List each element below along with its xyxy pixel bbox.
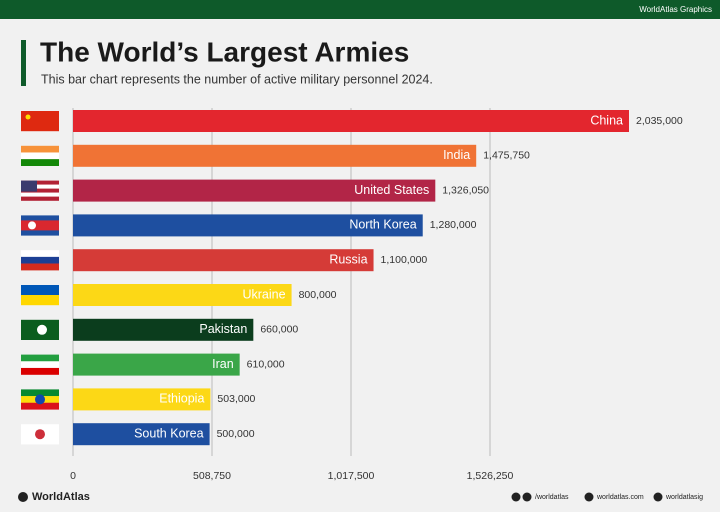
flag-stripe: [21, 159, 59, 166]
x-tick-label: 1,017,500: [328, 470, 375, 482]
flag-emblem: [35, 394, 45, 405]
value-label: 660,000: [260, 324, 298, 336]
bar-category-label: India: [443, 148, 470, 162]
flag-stripe: [21, 354, 59, 362]
footer-logo: WorldAtlas: [32, 491, 90, 503]
flag-stripe: [21, 361, 59, 369]
flag-stripe: [21, 402, 59, 410]
bar-category-label: Ukraine: [242, 287, 285, 301]
flag-stripe: [21, 263, 59, 271]
bar: [73, 353, 240, 376]
flag-stripe: [21, 225, 59, 231]
flag-stripe: [21, 220, 59, 226]
flag-stripe: [21, 215, 59, 221]
bar-category-label: Ethiopia: [159, 392, 204, 406]
social-icon: [511, 492, 521, 502]
footer-facebook: /worldatlas: [535, 494, 569, 501]
bar: [73, 144, 477, 167]
bar: [73, 179, 436, 202]
value-label: 610,000: [247, 358, 285, 370]
bar-category-label: Pakistan: [199, 322, 247, 336]
footer-instagram: worldatlasig: [665, 494, 703, 501]
value-label: 1,326,050: [442, 184, 489, 196]
flag-stripe: [21, 152, 59, 160]
value-label: 1,280,000: [430, 219, 477, 231]
bar: [73, 318, 254, 341]
bar: [73, 388, 211, 411]
flag-stripe: [21, 250, 59, 258]
bar: [73, 214, 423, 237]
flag-stripe: [21, 285, 59, 296]
value-label: 2,035,000: [636, 115, 683, 127]
bar-category-label: South Korea: [134, 426, 204, 440]
flag-stripe: [21, 184, 59, 189]
bar: [73, 110, 629, 132]
flag-emblem: [28, 221, 36, 230]
bar-category-label: China: [590, 113, 623, 127]
bar: [73, 423, 210, 446]
flag-stripe: [21, 188, 59, 193]
flag-stripe: [21, 295, 59, 306]
bar-category-label: Russia: [329, 252, 367, 266]
flag-star: [25, 114, 31, 120]
flag-canton: [21, 180, 37, 192]
value-label: 800,000: [299, 289, 337, 301]
flag-stripe: [21, 145, 59, 153]
chart-title: The World’s Largest Armies: [40, 36, 409, 67]
flag-stripe: [21, 256, 59, 264]
bar-category-label: North Korea: [349, 218, 416, 232]
web-icon: [584, 492, 594, 502]
value-label: 1,100,000: [381, 254, 428, 266]
chart-subtitle: This bar chart represents the number of …: [41, 72, 433, 86]
value-label: 1,475,750: [483, 150, 530, 162]
flag-stripe: [21, 111, 59, 132]
logo-icon: [18, 492, 28, 502]
bar: [73, 249, 374, 272]
header-bar: [0, 0, 720, 19]
title-accent: [21, 40, 26, 86]
flag-emblem: [35, 429, 45, 440]
flag-stripe: [21, 180, 59, 185]
flag-stripe: [21, 196, 59, 201]
social-icon: [522, 492, 532, 502]
bar: [73, 284, 292, 306]
footer-website: worldatlas.com: [596, 494, 644, 501]
brand: WorldAtlas Graphics: [639, 5, 712, 14]
x-tick-label: 0: [70, 470, 76, 482]
flag-stripe: [21, 192, 59, 197]
instagram-icon: [653, 492, 663, 502]
x-tick-label: 1,526,250: [467, 470, 514, 482]
flag-stripe: [21, 389, 59, 397]
bar-category-label: United States: [354, 183, 429, 197]
value-label: 500,000: [217, 428, 255, 440]
flag-crescent: [37, 324, 47, 335]
x-tick-label: 508,750: [193, 470, 231, 482]
flag-stripe: [21, 230, 59, 236]
flag-stripe: [21, 367, 59, 375]
value-label: 503,000: [217, 393, 255, 405]
bar-category-label: Iran: [212, 357, 234, 371]
